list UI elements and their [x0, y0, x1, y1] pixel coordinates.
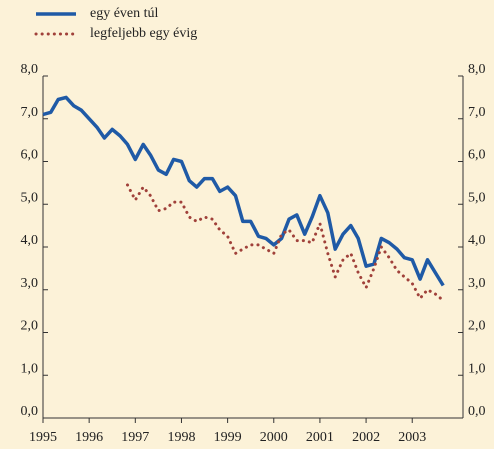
x-tick-label: 1998 [167, 430, 195, 445]
y-tick-label: 8,0 [21, 62, 39, 77]
x-tick-label: 2000 [260, 430, 288, 445]
x-tick-label: 1995 [29, 430, 57, 445]
y2-tick-label: 8,0 [468, 62, 486, 77]
x-tick-label: 2002 [352, 430, 380, 445]
y2-tick-label: 2,0 [468, 319, 486, 334]
legend-label: legfeljebb egy évig [90, 26, 197, 41]
y2-tick-label: 3,0 [468, 276, 486, 291]
y-tick-label: 5,0 [21, 190, 39, 205]
y2-tick-label: 1,0 [468, 361, 486, 376]
y2-tick-label: 5,0 [468, 190, 486, 205]
y2-tick-label: 6,0 [468, 148, 486, 163]
x-tick-label: 1996 [75, 430, 103, 445]
y-tick-label: 1,0 [21, 361, 39, 376]
y2-tick-label: 4,0 [468, 233, 486, 248]
y-tick-label: 6,0 [21, 148, 39, 163]
x-tick-label: 2001 [306, 430, 334, 445]
series-line [126, 183, 445, 302]
legend-label: egy éven túl [90, 6, 159, 21]
series-line [42, 95, 445, 287]
x-tick-label: 1997 [121, 430, 149, 445]
y-tick-label: 0,0 [21, 404, 39, 419]
x-tick-label: 1999 [214, 430, 242, 445]
y2-tick-label: 7,0 [468, 105, 486, 120]
y2-tick-label: 0,0 [468, 404, 486, 419]
x-tick-label: 2003 [398, 430, 426, 445]
y-tick-label: 2,0 [21, 319, 39, 334]
y-tick-label: 7,0 [21, 105, 39, 120]
y-tick-label: 3,0 [21, 276, 39, 291]
y-tick-label: 4,0 [21, 233, 39, 248]
